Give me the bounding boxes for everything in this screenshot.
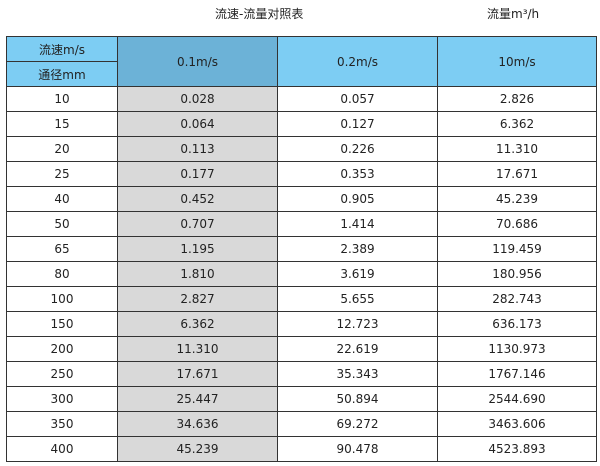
flow-cell: 636.173	[437, 311, 597, 337]
flow-cell: 2.826	[437, 86, 597, 112]
flow-cell: 0.127	[277, 111, 438, 137]
table-title: 流速-流量对照表	[215, 7, 304, 21]
flow-cell: 12.723	[277, 311, 438, 337]
diameter-cell: 50	[6, 211, 118, 237]
flow-cell: 2.827	[117, 286, 278, 312]
column-header: 10m/s	[437, 36, 597, 87]
table-row: 65 1.195 2.389 119.459	[6, 236, 597, 262]
diameter-cell: 15	[6, 111, 118, 137]
flow-cell: 34.636	[117, 411, 278, 437]
flow-cell: 69.272	[277, 411, 438, 437]
flow-cell: 6.362	[437, 111, 597, 137]
table-row: 40 0.452 0.905 45.239	[6, 186, 597, 212]
flow-cell: 2.389	[277, 236, 438, 262]
table-row: 200 11.310 22.619 1130.973	[6, 336, 597, 362]
diameter-cell: 40	[6, 186, 118, 212]
flow-cell: 5.655	[277, 286, 438, 312]
table-row: 300 25.447 50.894 2544.690	[6, 386, 597, 412]
flow-cell: 0.064	[117, 111, 278, 137]
flow-cell: 180.956	[437, 261, 597, 287]
table-row: 50 0.707 1.414 70.686	[6, 211, 597, 237]
diameter-cell: 100	[6, 286, 118, 312]
flow-cell: 11.310	[117, 336, 278, 362]
flow-cell: 70.686	[437, 211, 597, 237]
column-header: 0.1m/s	[117, 36, 278, 87]
flow-cell: 3.619	[277, 261, 438, 287]
table-row: 15 0.064 0.127 6.362	[6, 111, 597, 137]
flow-cell: 0.057	[277, 86, 438, 112]
flow-cell: 1.414	[277, 211, 438, 237]
diameter-cell: 10	[6, 86, 118, 112]
diameter-header: 通径mm	[6, 61, 118, 87]
column-header: 0.2m/s	[277, 36, 438, 87]
flow-cell: 50.894	[277, 386, 438, 412]
table-row: 150 6.362 12.723 636.173	[6, 311, 597, 337]
flow-cell: 22.619	[277, 336, 438, 362]
table-row: 20 0.113 0.226 11.310	[6, 136, 597, 162]
diameter-cell: 20	[6, 136, 118, 162]
flow-cell: 17.671	[117, 361, 278, 387]
diameter-cell: 150	[6, 311, 118, 337]
flow-cell: 35.343	[277, 361, 438, 387]
table-row: 250 17.671 35.343 1767.146	[6, 361, 597, 387]
flow-cell: 0.226	[277, 136, 438, 162]
table-row: 400 45.239 90.478 4523.893	[6, 436, 597, 462]
flow-cell: 0.113	[117, 136, 278, 162]
flow-cell: 1130.973	[437, 336, 597, 362]
flow-cell: 11.310	[437, 136, 597, 162]
flow-cell: 1.195	[117, 236, 278, 262]
flow-cell: 0.177	[117, 161, 278, 187]
diameter-cell: 350	[6, 411, 118, 437]
flow-cell: 1.810	[117, 261, 278, 287]
flow-cell: 282.743	[437, 286, 597, 312]
flow-cell: 90.478	[277, 436, 438, 462]
diameter-cell: 65	[6, 236, 118, 262]
flow-cell: 17.671	[437, 161, 597, 187]
table-row: 80 1.810 3.619 180.956	[6, 261, 597, 287]
flow-cell: 1767.146	[437, 361, 597, 387]
flow-cell: 0.028	[117, 86, 278, 112]
flow-cell: 2544.690	[437, 386, 597, 412]
flow-cell: 45.239	[117, 436, 278, 462]
table-row: 10 0.028 0.057 2.826	[6, 86, 597, 112]
flow-cell: 119.459	[437, 236, 597, 262]
table-row: 350 34.636 69.272 3463.606	[6, 411, 597, 437]
flow-cell: 0.905	[277, 186, 438, 212]
diameter-cell: 250	[6, 361, 118, 387]
table-row: 25 0.177 0.353 17.671	[6, 161, 597, 187]
flow-cell: 4523.893	[437, 436, 597, 462]
velocity-flow-table: 流速m/s 0.1m/s 0.2m/s 10m/s 通径mm 10 0.028 0.…	[6, 36, 597, 462]
flow-cell: 6.362	[117, 311, 278, 337]
flow-cell: 0.353	[277, 161, 438, 187]
table-row: 100 2.827 5.655 282.743	[6, 286, 597, 312]
diameter-cell: 80	[6, 261, 118, 287]
flow-cell: 45.239	[437, 186, 597, 212]
diameter-cell: 200	[6, 336, 118, 362]
flow-cell: 0.452	[117, 186, 278, 212]
flow-cell: 3463.606	[437, 411, 597, 437]
diameter-cell: 400	[6, 436, 118, 462]
diameter-cell: 300	[6, 386, 118, 412]
flow-cell: 0.707	[117, 211, 278, 237]
unit-label: 流量m³/h	[487, 7, 540, 21]
flow-cell: 25.447	[117, 386, 278, 412]
diameter-cell: 25	[6, 161, 118, 187]
velocity-header: 流速m/s	[6, 36, 118, 62]
